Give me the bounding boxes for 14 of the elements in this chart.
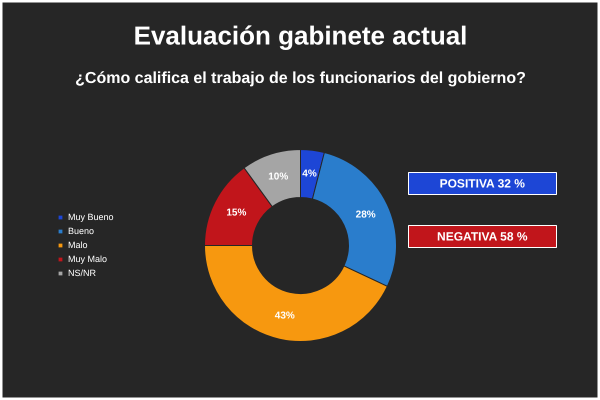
data-label: 43% <box>274 310 295 322</box>
text: POSITIVA 32 % <box>440 176 526 190</box>
data-label: 15% <box>226 207 246 218</box>
text: NEGATIVA 58 % <box>437 230 528 244</box>
data-label: 10% <box>268 172 288 183</box>
legend-label: Muy Malo <box>68 254 108 264</box>
legend-label: Bueno <box>68 226 94 236</box>
data-label: 4% <box>302 168 317 180</box>
chart-title: Evaluación gabinete actual <box>134 20 468 50</box>
data-label: 28% <box>356 209 376 220</box>
chart-subtitle: ¿Cómo califica el trabajo de los funcionarios del gobierno? <box>75 70 526 87</box>
legend-label: Malo <box>68 240 88 250</box>
legend-label: NS/NR <box>68 268 96 278</box>
legend-label: Muy Bueno <box>68 212 114 222</box>
